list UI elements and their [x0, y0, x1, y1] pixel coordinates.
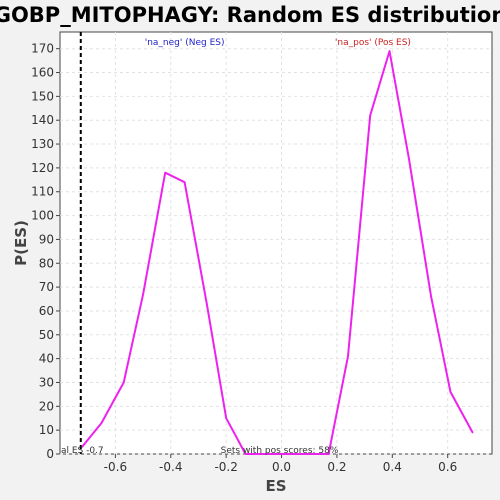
data-point — [347, 355, 349, 358]
y-tick-label: 20 — [39, 399, 54, 413]
data-point — [205, 302, 208, 305]
data-point — [388, 50, 391, 52]
data-point — [164, 171, 167, 174]
data-point — [471, 431, 474, 434]
x-tick-label: -0.2 — [214, 460, 237, 474]
x-tick-label: 0.4 — [383, 460, 402, 474]
y-tick-label: 0 — [46, 447, 54, 461]
y-tick-label: 50 — [39, 328, 54, 342]
data-point — [142, 293, 144, 296]
pos-scores-annotation: Sets with pos scores: 58% — [221, 446, 339, 456]
chart-title: GOBP_MITOPHAGY: Random ES distribution — [0, 3, 500, 27]
x-tick-label: -0.6 — [104, 460, 127, 474]
y-tick-label: 110 — [31, 185, 54, 199]
x-axis-label: ES — [265, 477, 286, 495]
data-point — [100, 422, 103, 424]
y-tick-label: 90 — [39, 232, 54, 246]
plot-area — [59, 31, 493, 455]
x-tick-label: -0.4 — [159, 460, 182, 474]
data-point — [244, 453, 247, 455]
data-point — [122, 381, 125, 384]
x-tick-label: 0.6 — [438, 460, 457, 474]
series-line — [81, 50, 474, 455]
y-tick-label: 100 — [31, 209, 54, 223]
data-point — [369, 114, 371, 117]
data-point — [225, 417, 227, 420]
y-tick-label: 40 — [39, 352, 54, 366]
data-point — [266, 453, 269, 455]
data-point — [449, 391, 452, 393]
y-tick-label: 80 — [39, 256, 54, 270]
y-tick-label: 60 — [39, 304, 54, 318]
y-axis-label: P(ES) — [12, 220, 30, 266]
data-point — [430, 295, 432, 298]
series-lines — [81, 50, 474, 455]
axis-ticks: 0 10 20 30 40 50 60 70 80 90 100 110 120 130 140 150 160… — [31, 42, 457, 474]
y-tick-label: 120 — [31, 161, 54, 175]
data-point — [327, 453, 330, 455]
pos-es-annotation: 'na_pos' (Pos ES) — [335, 38, 411, 48]
data-point — [183, 181, 186, 184]
y-tick-label: 160 — [31, 66, 54, 80]
y-tick-label: 140 — [31, 113, 54, 127]
y-tick-label: 150 — [31, 89, 54, 103]
data-point — [286, 453, 288, 455]
y-tick-label: 30 — [39, 375, 54, 389]
y-tick-label: 70 — [39, 280, 54, 294]
neg-es-annotation: 'na_neg' (Neg ES) — [145, 38, 225, 48]
data-point — [81, 446, 83, 448]
data-point — [408, 157, 410, 160]
y-tick-label: 10 — [39, 423, 54, 437]
grid — [60, 32, 492, 455]
y-tick-label: 130 — [31, 137, 54, 151]
actual-es-label: Actual ES -0.7 — [41, 446, 104, 456]
x-tick-label: 0.2 — [327, 460, 346, 474]
y-tick-label: 170 — [31, 42, 54, 56]
data-point — [308, 453, 311, 455]
x-tick-label: 0.0 — [272, 460, 291, 474]
